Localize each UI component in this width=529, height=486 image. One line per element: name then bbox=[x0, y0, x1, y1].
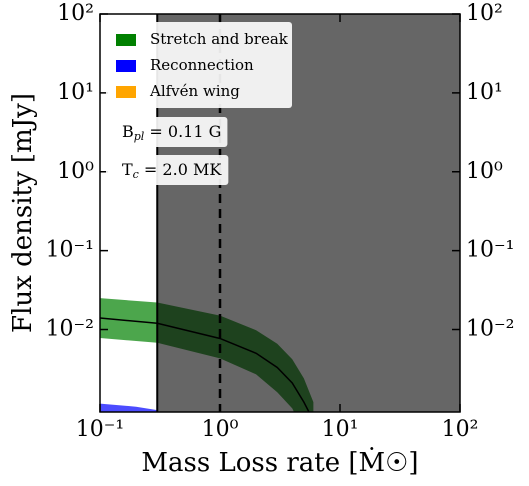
y-tick-label: 10¹ bbox=[57, 80, 94, 105]
x-tick-label: 10² bbox=[442, 417, 479, 442]
y-tick-label: 10⁰ bbox=[57, 159, 94, 184]
annotation: Tc = 2.0 MK bbox=[122, 160, 222, 182]
legend-label: Alfvén wing bbox=[149, 82, 240, 100]
x-axis-label: Mass Loss rate [Ṁ☉] bbox=[141, 447, 418, 478]
legend-label: Reconnection bbox=[150, 56, 254, 74]
annotation-rest: = 0.11 G bbox=[144, 122, 221, 141]
legend-box bbox=[106, 22, 292, 108]
y-tick-label: 10⁻² bbox=[46, 317, 94, 342]
y-tick-label: 10⁰ bbox=[466, 159, 503, 184]
x-tick-label: 10¹ bbox=[322, 417, 359, 442]
axes-frame bbox=[99, 13, 461, 413]
x-tick-label: 10⁻¹ bbox=[76, 417, 124, 442]
x-tick-label: 10⁰ bbox=[202, 417, 239, 442]
legend-label: Stretch and break bbox=[150, 30, 289, 48]
y-tick-label: 10⁻¹ bbox=[466, 238, 514, 263]
y-tick-label: 10² bbox=[57, 1, 94, 26]
annotation-sub: c bbox=[133, 168, 139, 181]
y-tick-label: 10⁻² bbox=[466, 317, 514, 342]
y-tick-label: 10² bbox=[466, 1, 503, 26]
annotation-rest: = 2.0 MK bbox=[139, 160, 222, 179]
legend-swatch bbox=[116, 34, 136, 46]
annotation-box bbox=[106, 155, 229, 185]
y-axis-label: Flux density [mJy] bbox=[8, 93, 38, 333]
annotation-main: T bbox=[122, 160, 133, 179]
annotation-sub: pl bbox=[134, 130, 145, 143]
legend-swatch bbox=[116, 60, 136, 72]
legend: Stretch and break Reconnection Alfvén wing bbox=[106, 22, 292, 108]
y-tick-label: 10⁻¹ bbox=[46, 238, 94, 263]
annotation-box bbox=[106, 117, 228, 147]
band bbox=[100, 403, 158, 412]
annotation: Bpl = 0.11 G bbox=[122, 122, 221, 144]
y-tick-label: 10¹ bbox=[466, 80, 503, 105]
legend-swatch bbox=[116, 86, 136, 98]
annotation-main: B bbox=[122, 122, 134, 141]
